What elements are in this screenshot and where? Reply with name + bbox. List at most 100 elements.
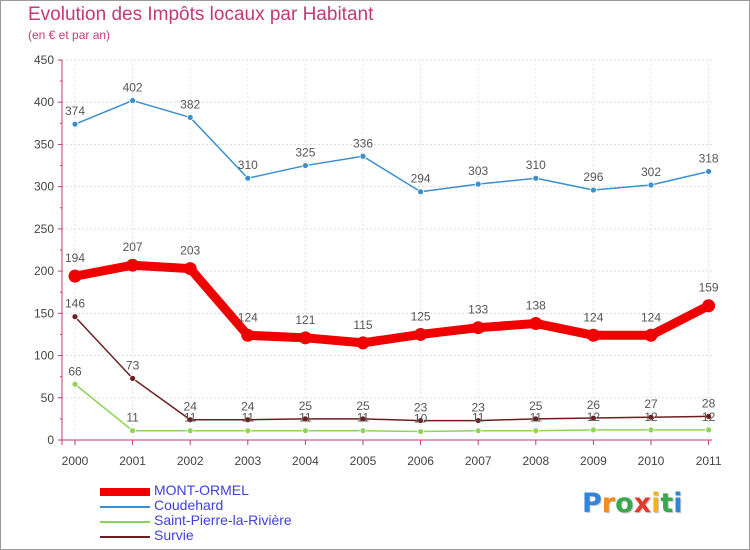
data-label-mont-ormel: 121: [295, 313, 315, 327]
proxiti-logo: Proxiti: [582, 488, 683, 519]
data-label-saint-pierre-la-rivi-re: 11: [472, 411, 485, 425]
data-point-mont-ormel: [471, 321, 485, 335]
data-label-mont-ormel: 133: [468, 303, 488, 317]
data-label-saint-pierre-la-rivi-re: 11: [357, 411, 370, 425]
data-point-saint-pierre-la-rivi-re: [532, 427, 540, 435]
data-point-survie: [244, 416, 252, 424]
data-label-coudehard: 310: [238, 158, 258, 172]
data-point-saint-pierre-la-rivi-re: [590, 426, 597, 434]
data-point-survie: [532, 415, 540, 423]
data-point-survie: [71, 313, 79, 321]
y-tick-label: 100: [34, 349, 54, 363]
data-point-mont-ormel: [356, 336, 370, 350]
x-tick-label: 2008: [522, 454, 549, 468]
data-label-survie: 25: [299, 399, 313, 413]
y-tick-label: 350: [34, 137, 54, 151]
data-label-survie: 23: [472, 401, 486, 415]
data-point-mont-ormel: [241, 328, 255, 342]
data-point-coudehard: [532, 174, 540, 182]
legend-swatch-mont-ormel: [100, 488, 150, 496]
data-point-saint-pierre-la-rivi-re: [129, 427, 137, 435]
y-tick-label: 450: [34, 53, 54, 67]
legend-swatch-coudehard: [100, 506, 150, 508]
data-point-coudehard: [244, 174, 252, 182]
data-point-mont-ormel: [414, 327, 428, 341]
data-label-saint-pierre-la-rivi-re: 12: [587, 410, 601, 424]
x-tick-label: 2006: [407, 454, 434, 468]
data-label-saint-pierre-la-rivi-re: 11: [530, 411, 543, 425]
chart-subtitle: (en € et par an): [28, 28, 111, 42]
legend: MONT-ORMEL Coudehard Saint-Pierre-la-Riv…: [100, 482, 360, 544]
legend-item-coudehard: Coudehard: [100, 497, 360, 514]
data-label-survie: 26: [587, 398, 601, 412]
data-label-saint-pierre-la-rivi-re: 11: [299, 411, 312, 425]
data-point-mont-ormel: [126, 258, 140, 272]
data-point-mont-ormel: [644, 328, 658, 342]
data-label-mont-ormel: 125: [411, 309, 431, 323]
data-point-survie: [474, 417, 482, 424]
data-label-saint-pierre-la-rivi-re: 66: [68, 364, 82, 378]
data-point-survie: [301, 415, 309, 423]
data-label-saint-pierre-la-rivi-re: 11: [242, 411, 255, 425]
data-label-mont-ormel: 159: [699, 281, 719, 295]
data-label-mont-ormel: 203: [180, 244, 200, 258]
data-point-mont-ormel: [529, 316, 543, 330]
y-tick-label: 250: [34, 222, 54, 236]
x-tick-label: 2002: [177, 454, 204, 468]
y-tick-label: 0: [47, 433, 54, 447]
data-point-coudehard: [129, 97, 137, 104]
series-line-saint-pierre-la-rivi-re: [74, 383, 710, 433]
data-point-coudehard: [359, 152, 367, 160]
data-point-saint-pierre-la-rivi-re: [71, 380, 79, 388]
logo-letter: i: [651, 488, 661, 519]
x-tick-label: 2001: [119, 454, 146, 468]
data-point-mont-ormel: [586, 328, 600, 342]
data-label-mont-ormel: 124: [238, 310, 258, 324]
data-point-coudehard: [71, 120, 79, 128]
data-point-survie: [417, 417, 425, 424]
legend-label-saint-pierre: Saint-Pierre-la-Rivière: [154, 512, 292, 528]
data-label-survie: 24: [241, 400, 255, 414]
legend-label-survie: Survie: [154, 527, 194, 543]
legend-label-mont-ormel: MONT-ORMEL: [154, 482, 249, 498]
data-point-survie: [647, 413, 655, 421]
data-label-coudehard: 382: [180, 97, 200, 111]
y-tick-label: 50: [41, 391, 55, 405]
x-tick-label: 2004: [292, 454, 319, 468]
data-label-survie: 146: [65, 297, 85, 311]
x-tick-label: 2011: [696, 454, 722, 468]
data-label-mont-ormel: 138: [526, 298, 546, 312]
data-point-coudehard: [590, 186, 597, 194]
data-point-coudehard: [186, 114, 194, 121]
legend-swatch-saint-pierre: [100, 521, 150, 523]
data-label-survie: 28: [702, 396, 716, 410]
logo-letter: x: [633, 488, 652, 519]
data-label-coudehard: 296: [583, 170, 603, 184]
data-label-coudehard: 294: [411, 172, 431, 186]
x-tick-label: 2010: [638, 454, 665, 468]
data-label-saint-pierre-la-rivi-re: 11: [126, 411, 139, 425]
data-label-coudehard: 325: [295, 146, 315, 160]
data-point-coudehard: [474, 180, 482, 188]
data-label-mont-ormel: 194: [65, 251, 85, 265]
data-point-saint-pierre-la-rivi-re: [474, 427, 482, 435]
data-label-survie: 25: [529, 399, 543, 413]
logo-letter: r: [601, 488, 616, 519]
data-point-mont-ormel: [298, 331, 312, 345]
data-label-coudehard: 374: [65, 104, 85, 118]
legend-label-coudehard: Coudehard: [154, 497, 224, 513]
data-point-survie: [186, 416, 194, 424]
data-point-mont-ormel: [702, 299, 716, 313]
data-label-coudehard: 318: [699, 151, 719, 165]
series-line-mont-ormel: [70, 260, 714, 348]
data-label-coudehard: 310: [526, 158, 546, 172]
x-tick-label: 2005: [350, 454, 377, 468]
y-tick-label: 300: [34, 180, 54, 194]
series-line-survie: [74, 315, 710, 422]
x-tick-label: 2000: [62, 454, 89, 468]
logo-letter: P: [582, 488, 602, 519]
legend-item-saint-pierre: Saint-Pierre-la-Rivière: [100, 512, 360, 529]
data-label-survie: 73: [126, 358, 140, 372]
